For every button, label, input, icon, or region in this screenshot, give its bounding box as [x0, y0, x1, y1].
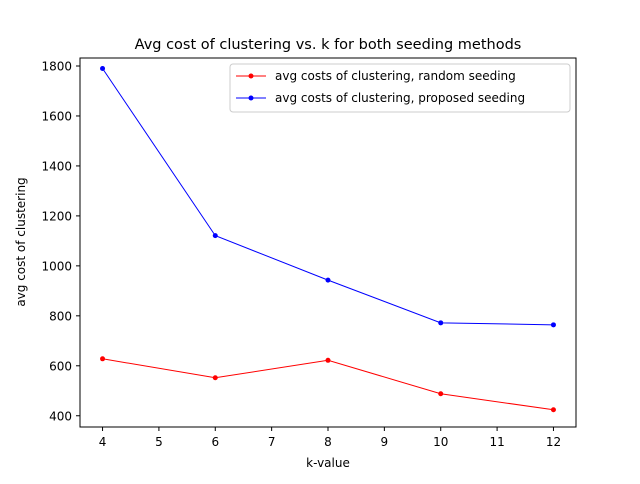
y-tick-label: 400 — [49, 409, 72, 423]
data-point-0-1 — [212, 375, 218, 381]
legend-label-random: avg costs of clustering, random seeding — [275, 69, 516, 83]
x-tick-label: 6 — [211, 435, 219, 449]
x-tick-label: 4 — [99, 435, 107, 449]
x-tick-label: 11 — [489, 435, 504, 449]
series-line-0 — [102, 358, 554, 411]
chart-title: Avg cost of clustering vs. k for both se… — [135, 37, 522, 53]
y-tick-label: 1000 — [41, 259, 72, 273]
legend-marker-proposed — [248, 95, 254, 101]
series-layer — [100, 65, 556, 413]
y-tick-label: 1800 — [41, 59, 72, 73]
y-tick-label: 800 — [49, 309, 72, 323]
data-point-1-4 — [550, 322, 556, 328]
plot-frame — [79, 57, 577, 428]
y-tick-label: 1600 — [41, 109, 72, 123]
x-tick-label: 8 — [324, 435, 332, 449]
legend-marker-random — [248, 73, 254, 79]
data-point-0-4 — [550, 407, 556, 413]
y-axis: 400 600 800 1000 1200 1400 1600 1800 — [41, 59, 80, 423]
data-point-1-0 — [100, 65, 106, 71]
x-tick-label: 12 — [546, 435, 561, 449]
y-tick-label: 600 — [49, 359, 72, 373]
data-point-1-2 — [325, 277, 331, 283]
data-point-1-1 — [212, 233, 218, 239]
x-tick-label: 7 — [268, 435, 276, 449]
data-point-0-2 — [325, 357, 331, 363]
x-axis: 4 5 6 7 8 9 10 11 12 — [99, 427, 561, 449]
legend-box — [229, 63, 571, 113]
legend-label-proposed: avg costs of clustering, proposed seedin… — [275, 91, 525, 105]
data-point-0-0 — [100, 356, 106, 362]
x-tick-label: 5 — [155, 435, 163, 449]
legend: avg costs of clustering, random seeding … — [229, 63, 571, 113]
y-tick-label: 1400 — [41, 159, 72, 173]
data-point-1-3 — [438, 320, 444, 326]
x-tick-label: 9 — [381, 435, 389, 449]
y-tick-label: 1200 — [41, 209, 72, 223]
x-tick-label: 10 — [433, 435, 448, 449]
data-point-0-3 — [438, 391, 444, 397]
y-axis-label: avg cost of clustering — [14, 177, 28, 306]
x-axis-label: k-value — [306, 456, 350, 470]
